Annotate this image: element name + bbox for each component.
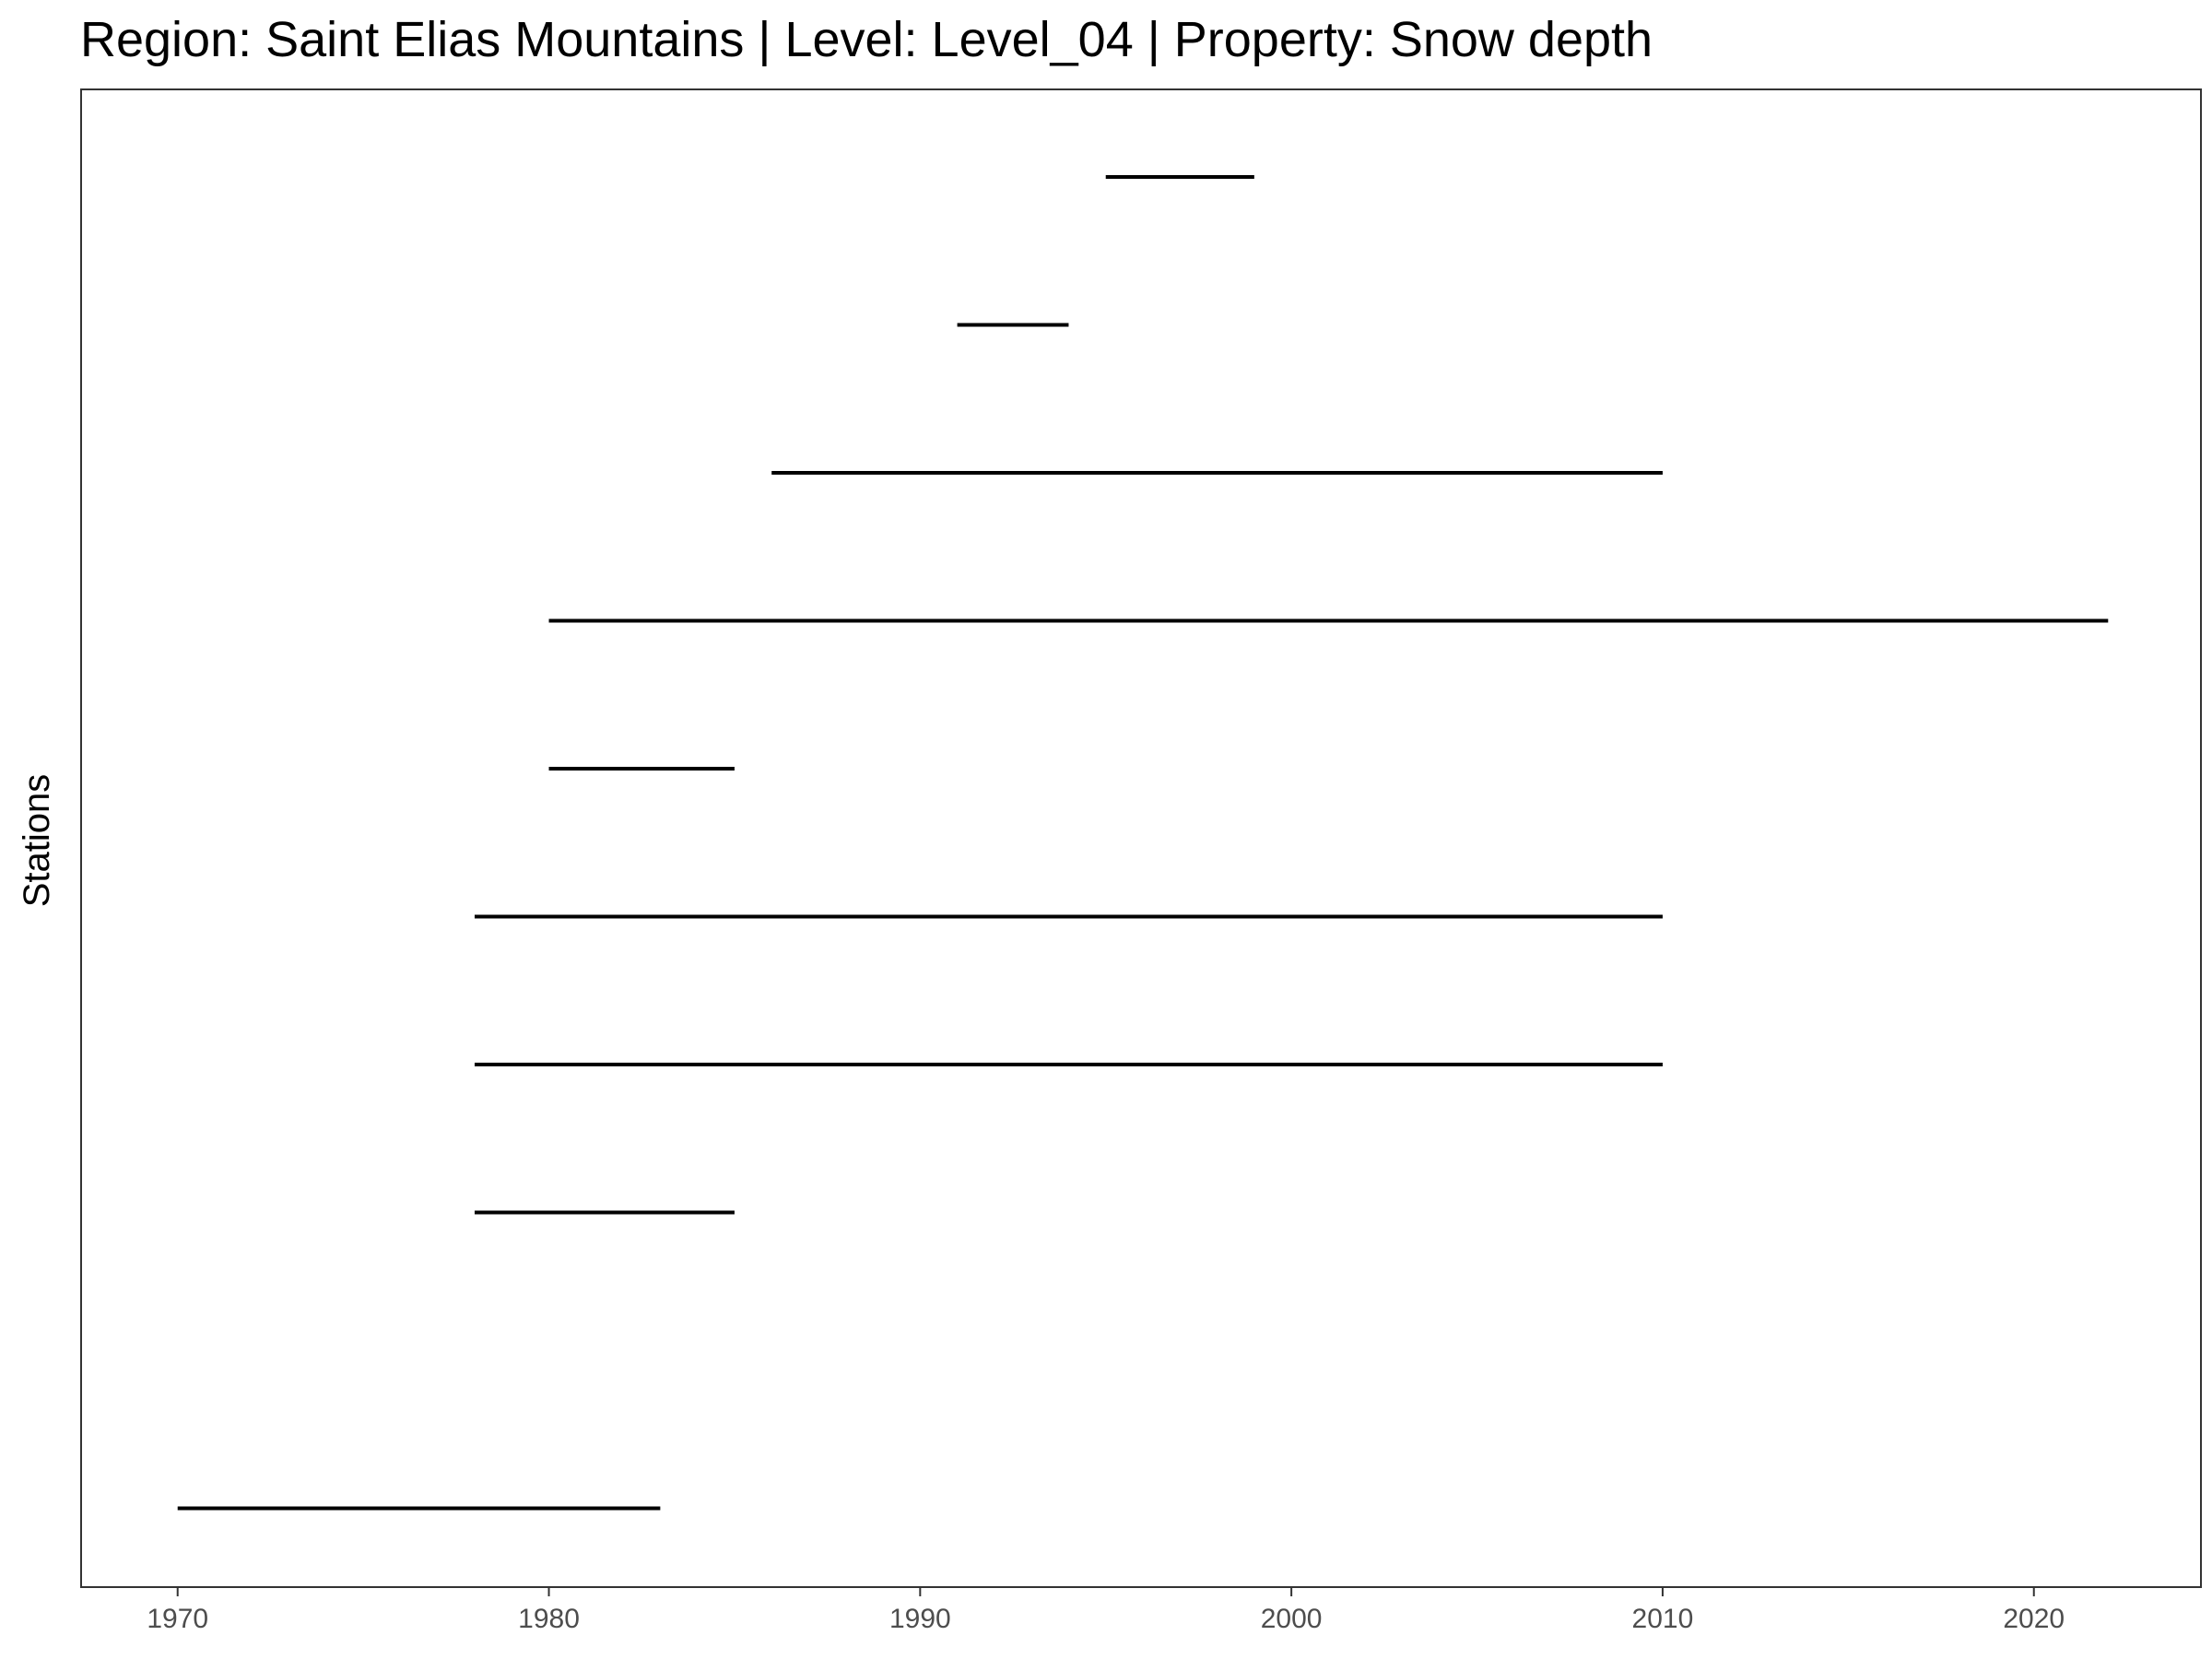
x-tick-label: 1990 xyxy=(889,1604,951,1634)
x-tick-label: 2000 xyxy=(1261,1604,1323,1634)
x-axis: 1970 1980 1990 2000 2010 2020 xyxy=(147,1587,2065,1634)
x-tick-label: 1980 xyxy=(518,1604,580,1634)
plot-panel xyxy=(80,88,2202,1588)
chart-title: Region: Saint Elias Mountains | Level: L… xyxy=(80,12,1653,67)
x-tick-label: 1970 xyxy=(147,1604,208,1634)
segments-layer xyxy=(177,175,2109,1511)
x-tick-label: 2020 xyxy=(2003,1604,2065,1634)
y-axis-title: Stations xyxy=(17,774,57,908)
x-tick-label: 2010 xyxy=(1632,1604,1694,1634)
